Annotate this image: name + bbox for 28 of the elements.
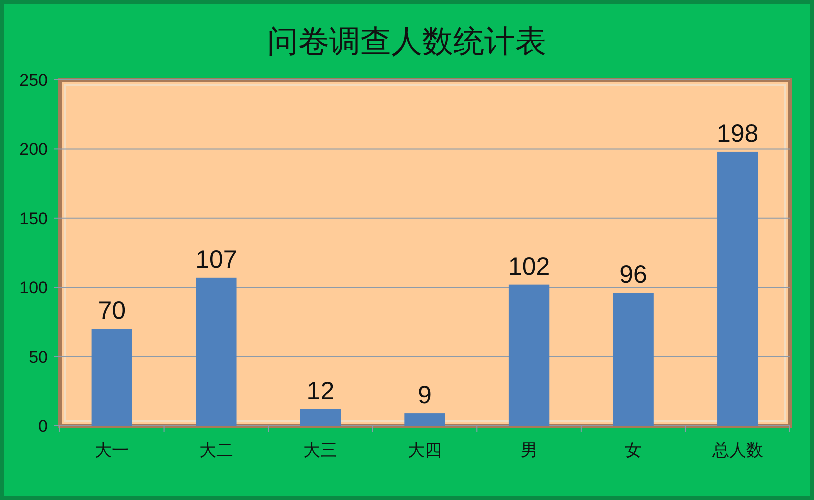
x-tick-label: 女 xyxy=(625,441,642,461)
data-label: 102 xyxy=(508,252,550,281)
bar xyxy=(300,409,342,426)
data-label: 70 xyxy=(98,297,126,326)
bar xyxy=(404,414,446,426)
x-tick-label: 大一 xyxy=(95,441,130,461)
data-label: 107 xyxy=(196,246,238,274)
y-tick-label: 50 xyxy=(29,348,48,367)
x-tick-label: 男 xyxy=(520,441,538,461)
y-tick-label: 150 xyxy=(20,209,48,228)
bar xyxy=(613,293,654,426)
x-tick-label: 大四 xyxy=(408,441,442,461)
data-label: 12 xyxy=(306,377,335,406)
x-tick-label: 大二 xyxy=(199,441,234,461)
x-tick-label: 总人数 xyxy=(711,441,764,461)
bar xyxy=(92,329,132,426)
chart-title: 问卷调查人数统计表 xyxy=(268,24,546,60)
bar xyxy=(196,278,237,426)
data-label: 198 xyxy=(717,120,759,148)
bar xyxy=(508,284,550,426)
data-label: 96 xyxy=(620,261,648,290)
y-tick-label: 250 xyxy=(20,71,48,90)
y-tick-label: 0 xyxy=(38,417,48,436)
bar xyxy=(718,152,758,426)
y-tick-label: 200 xyxy=(20,140,48,160)
y-tick-label: 100 xyxy=(20,278,48,298)
x-tick-label: 大三 xyxy=(304,441,338,461)
data-label: 9 xyxy=(418,382,432,410)
